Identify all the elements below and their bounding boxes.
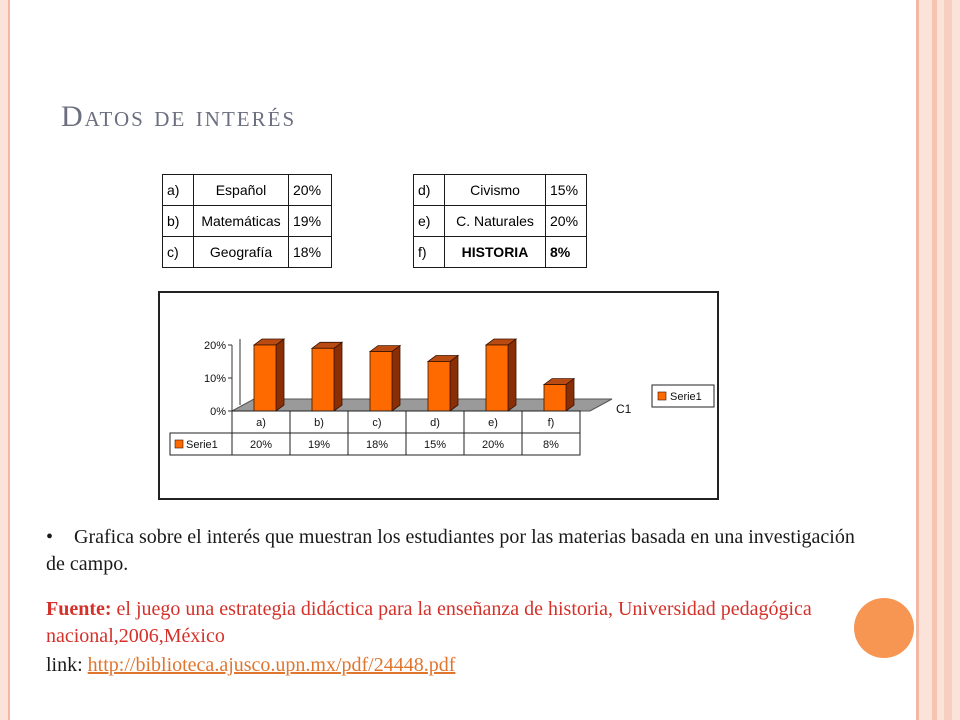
table-cell-percent: 20% bbox=[545, 205, 587, 237]
frame-stripe bbox=[932, 0, 937, 720]
source-citation: Fuente: el juego una estrategia didáctic… bbox=[46, 596, 876, 650]
bar bbox=[311, 347, 335, 412]
table-cell-subject-highlight: HISTORIA bbox=[444, 236, 546, 268]
table-cell-key: e) bbox=[413, 205, 445, 237]
bar bbox=[427, 361, 451, 412]
x-tick-label: e) bbox=[488, 417, 498, 429]
bar-side bbox=[507, 338, 517, 412]
table-cell-subject: C. Naturales bbox=[444, 205, 546, 237]
legend-box bbox=[651, 384, 715, 408]
table-cell-key: f) bbox=[413, 236, 445, 268]
bar bbox=[485, 344, 509, 412]
link-line: link: http://biblioteca.ajusco.upn.mx/pd… bbox=[46, 652, 455, 679]
table-row: a) Español 20% bbox=[162, 174, 332, 206]
x-tick-label: a) bbox=[256, 417, 266, 429]
link-label: link: bbox=[46, 654, 88, 676]
legend-label: Serie1 bbox=[670, 391, 702, 403]
bar bbox=[543, 384, 567, 412]
table-cell-percent: 19% bbox=[288, 205, 332, 237]
table-cell-percent: 15% bbox=[545, 174, 587, 206]
subjects-table-left: a) Español 20% b) Matemáticas 19% c) Geo… bbox=[162, 174, 332, 268]
bar-side bbox=[391, 344, 401, 412]
subjects-table-right: d) Civismo 15% e) C. Naturales 20% f) HI… bbox=[413, 174, 587, 268]
data-label: 8% bbox=[543, 439, 559, 451]
bar bbox=[369, 351, 393, 412]
table-cell-key: b) bbox=[162, 205, 194, 237]
data-label: 18% bbox=[366, 439, 388, 451]
x-tick-label: d) bbox=[430, 417, 440, 429]
data-label: 19% bbox=[308, 439, 330, 451]
depth-axis-label: C1 bbox=[616, 402, 632, 416]
data-label: 20% bbox=[482, 439, 504, 451]
x-tick-label: c) bbox=[372, 417, 381, 429]
source-label: Fuente: bbox=[46, 598, 112, 620]
frame-stripe bbox=[916, 0, 919, 720]
table-row: c) Geografía 18% bbox=[162, 236, 332, 268]
source-text: el juego una estrategia didáctica para l… bbox=[46, 598, 812, 647]
x-tick-label: b) bbox=[314, 417, 324, 429]
table-cell-percent: 18% bbox=[288, 236, 332, 268]
bullet-glyph: • bbox=[46, 526, 54, 548]
y-tick-label: 10% bbox=[204, 373, 226, 385]
table-cell-key: c) bbox=[162, 236, 194, 268]
y-tick-label: 0% bbox=[210, 406, 226, 418]
frame-stripe bbox=[944, 0, 952, 720]
left-frame-stripe bbox=[0, 0, 10, 720]
table-cell-subject: Geografía bbox=[193, 236, 289, 268]
description-text: Grafica sobre el interés que muestran lo… bbox=[46, 526, 855, 575]
x-tick-label: f) bbox=[548, 417, 555, 429]
table-row: b) Matemáticas 19% bbox=[162, 205, 332, 237]
source-link[interactable]: http://biblioteca.ajusco.upn.mx/pdf/2444… bbox=[87, 654, 456, 676]
table-cell-percent-highlight: 8% bbox=[545, 236, 587, 268]
table-row: f) HISTORIA 8% bbox=[413, 236, 587, 268]
table-cell-subject: Matemáticas bbox=[193, 205, 289, 237]
table-cell-key: d) bbox=[413, 174, 445, 206]
data-label: 20% bbox=[250, 439, 272, 451]
bar-side bbox=[333, 341, 343, 412]
right-frame-stripes bbox=[916, 0, 960, 720]
table-cell-subject: Español bbox=[193, 174, 289, 206]
bar-chart: 0% 10% 20% C1 a) b) c) d) e) f) Serie1 20% 19% 18% 15%… bbox=[158, 291, 719, 500]
chart-description: • Grafica sobre el interés que muestran l… bbox=[46, 524, 876, 578]
table-cell-key: a) bbox=[162, 174, 194, 206]
slide-title: Datos de interés bbox=[61, 100, 297, 133]
chart-border bbox=[158, 291, 719, 500]
legend-swatch bbox=[657, 391, 667, 401]
y-tick-label: 20% bbox=[204, 340, 226, 352]
table-cell-subject: Civismo bbox=[444, 174, 546, 206]
data-label: 15% bbox=[424, 439, 446, 451]
table-row: d) Civismo 15% bbox=[413, 174, 587, 206]
series-label: Serie1 bbox=[186, 439, 218, 451]
table-row: e) C. Naturales 20% bbox=[413, 205, 587, 237]
data-table-cell bbox=[521, 432, 581, 456]
bar-side bbox=[449, 354, 459, 412]
series-swatch bbox=[174, 439, 184, 449]
bar-side bbox=[275, 338, 285, 412]
bar bbox=[253, 344, 277, 412]
decorative-orange-circle bbox=[854, 598, 914, 658]
table-cell-percent: 20% bbox=[288, 174, 332, 206]
